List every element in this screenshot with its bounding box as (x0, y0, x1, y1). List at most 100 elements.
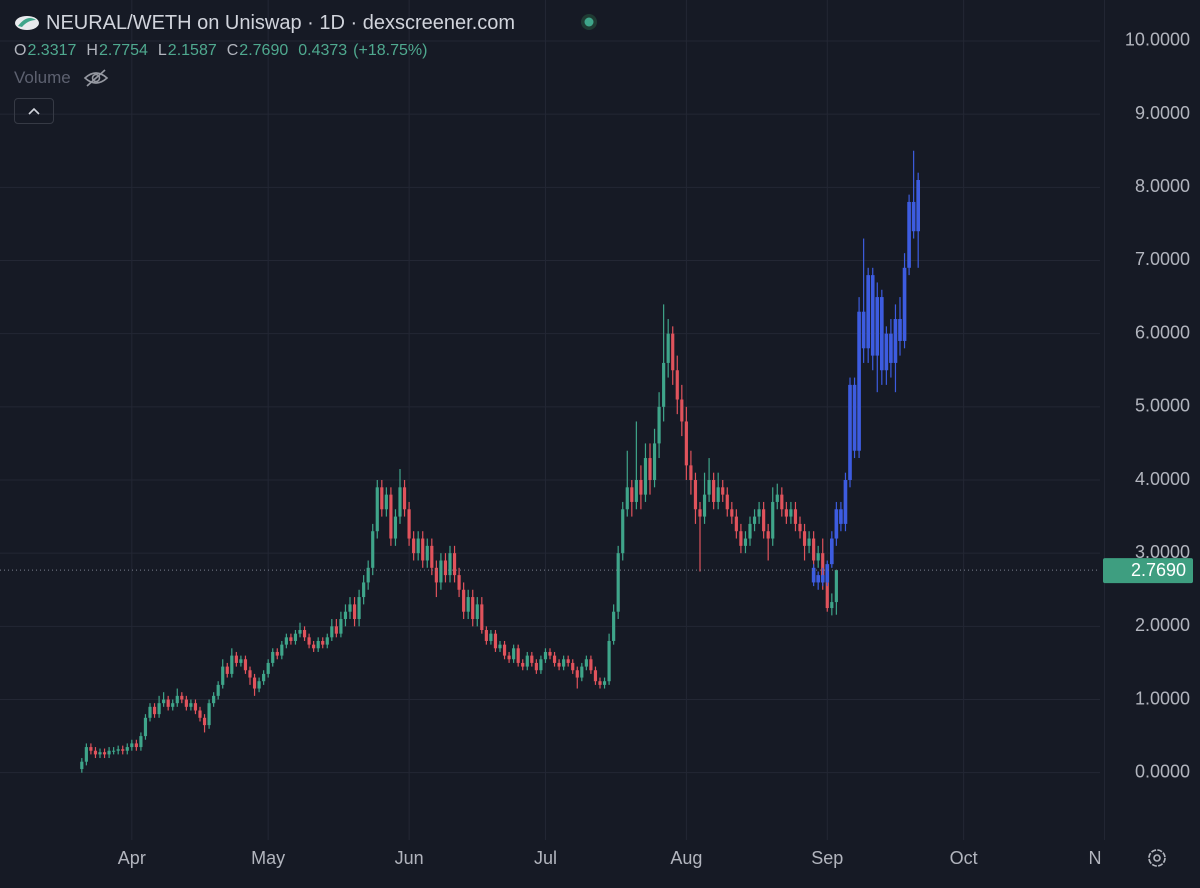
candle-body (434, 567, 438, 583)
ohlc-legend: O 2.3317 H 2.7754 L 2.1587 C 2.7690 0.4373 (+18.7… (14, 38, 515, 64)
candle-body (798, 523, 802, 532)
y-tick-label: 3.0000 (1135, 542, 1190, 562)
candle-body (362, 582, 366, 598)
candle-body (234, 655, 238, 663)
candle-body (530, 655, 534, 663)
candle-body (830, 538, 834, 565)
candle-body (334, 626, 338, 634)
x-tick-label: Sep (811, 848, 843, 868)
candle-body (421, 538, 425, 561)
candle-body (175, 695, 179, 704)
candle-body (107, 750, 111, 755)
legend-value: 2.1587 (167, 42, 217, 59)
legend-key: H (86, 42, 98, 59)
candle-body (739, 531, 743, 546)
candle-body (534, 662, 538, 671)
y-axis: 0.0000 1.0000 2.0000 3.0000 4.0000 5.0000 6.00… (1125, 30, 1190, 782)
candle-body (639, 480, 643, 495)
candle-body (298, 630, 302, 634)
candle-body (839, 509, 843, 524)
candle-body (384, 494, 388, 510)
candle-body (448, 553, 452, 576)
candle-body (652, 443, 657, 480)
candle-body (143, 717, 148, 737)
candle-body (207, 703, 211, 726)
candle-body (375, 487, 379, 532)
candle-body (616, 553, 620, 612)
candle-body (730, 509, 734, 517)
chart-title: NEURAL/WETH on Uniswap · 1D · dexscreene… (46, 11, 516, 34)
candle-body (902, 267, 907, 341)
candle-body (148, 706, 152, 718)
candle-body (752, 516, 757, 524)
candle-body (552, 655, 557, 663)
candle-body (539, 659, 543, 671)
candle-body (812, 538, 816, 561)
y-tick-label: 4.0000 (1135, 469, 1190, 489)
candle-body (98, 752, 102, 755)
candle-body (543, 651, 548, 660)
candle-body (789, 509, 793, 517)
candle-body (230, 655, 234, 674)
candle-body (693, 480, 698, 510)
y-tick-label: 2.0000 (1135, 615, 1190, 635)
candle-body (648, 458, 652, 480)
candle-body (643, 458, 648, 495)
candle-body (166, 699, 170, 707)
candle-body (339, 619, 343, 634)
candle-body (784, 509, 788, 517)
candle-body (507, 655, 511, 660)
candle-body (302, 630, 307, 638)
y-tick-label: 10.0000 (1125, 30, 1190, 50)
candle-body (443, 560, 448, 576)
candle-body (184, 699, 188, 707)
candle-body (271, 651, 275, 663)
candle-body (393, 516, 398, 539)
candle-body (684, 421, 688, 466)
candle-body (593, 670, 598, 682)
legend-key: C (226, 42, 239, 59)
legend-key: L (157, 42, 167, 59)
y-tick-label: 7.0000 (1135, 249, 1190, 269)
candle-body (366, 567, 370, 583)
candle-body (825, 564, 830, 583)
settings-icon[interactable] (1148, 849, 1166, 867)
candle-body (371, 531, 375, 568)
x-tick-label: Nov (1089, 848, 1121, 868)
candle-body (425, 545, 429, 561)
candle-body (284, 637, 288, 645)
candle-body (589, 659, 593, 671)
candle-body (416, 538, 420, 554)
candle-body (312, 644, 316, 649)
y-tick-label: 8.0000 (1135, 176, 1190, 196)
candle-body (380, 487, 384, 510)
candle-body (162, 699, 166, 704)
hide-icon[interactable] (83, 68, 109, 88)
x-tick-label: Apr (118, 848, 146, 868)
candle-body (857, 311, 861, 451)
candle-body (516, 648, 520, 663)
candle-body (698, 509, 702, 517)
candle-body (811, 567, 816, 583)
candle-body (475, 604, 479, 620)
candle-body (548, 651, 552, 656)
candle-body (666, 333, 670, 363)
candle-body (139, 736, 143, 748)
candle-body (457, 575, 461, 590)
candle-body (243, 659, 248, 671)
chevron-up (28, 107, 40, 115)
candle-body (725, 494, 729, 510)
candle-body (907, 201, 911, 268)
overlay: 2.7690 (0, 558, 1193, 584)
candle-body (525, 655, 529, 667)
grid (0, 0, 1106, 840)
candle-body (116, 749, 120, 751)
candle-body (607, 640, 611, 682)
candle-body (721, 487, 725, 495)
candle-body (248, 670, 252, 678)
legend-value: 2.3317 (27, 42, 77, 59)
candle-body (771, 501, 775, 539)
collapse-button[interactable] (14, 98, 54, 124)
